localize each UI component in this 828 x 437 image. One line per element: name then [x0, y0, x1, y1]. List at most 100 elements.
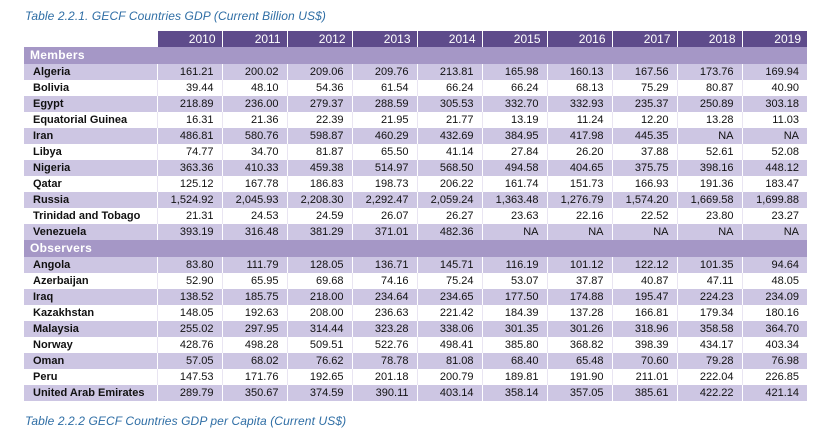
gdp-value-2019: 364.70 [741, 321, 807, 337]
table-row: Peru 147.53 171.76 192.65 201.18 200.79 189.81… [24, 369, 807, 385]
gdp-value-2013: 26.07 [351, 208, 417, 224]
country-name: Equatorial Guinea [24, 112, 157, 128]
gdp-value-2014: 41.14 [416, 144, 482, 160]
gdp-value-2015: 116.19 [481, 257, 547, 273]
table-row: Libya 74.77 34.70 81.87 65.50 41.14 27.84 26.20… [24, 144, 807, 160]
group-label: Observers [24, 240, 807, 257]
gdp-value-2014: 200.79 [416, 369, 482, 385]
gdp-value-2017: 375.75 [611, 160, 677, 176]
gdp-value-2017: NA [611, 224, 677, 240]
gdp-value-2016: 368.82 [546, 337, 612, 353]
gdp-value-2018: NA [676, 128, 742, 144]
gdp-value-2012: 598.87 [286, 128, 352, 144]
year-header-2014: 2014 [416, 31, 482, 47]
group-row-observers: Observers [24, 240, 807, 257]
country-name: Azerbaijan [24, 273, 157, 289]
gdp-value-2012: 2,208.30 [286, 192, 352, 208]
gdp-value-2010: 52.90 [156, 273, 222, 289]
table-row: Russia 1,524.92 2,045.93 2,208.30 2,292.47 2,… [24, 192, 807, 208]
gdp-value-2010: 83.80 [156, 257, 222, 273]
gdp-value-2019: 76.98 [741, 353, 807, 369]
gdp-value-2014: 234.65 [416, 289, 482, 305]
gdp-value-2018: 13.28 [676, 112, 742, 128]
gdp-value-2010: 486.81 [156, 128, 222, 144]
gdp-value-2017: 167.56 [611, 64, 677, 80]
gdp-value-2013: 371.01 [351, 224, 417, 240]
gdp-value-2016: 137.28 [546, 305, 612, 321]
gdp-value-2019: 40.90 [741, 80, 807, 96]
gdp-value-2016: 404.65 [546, 160, 612, 176]
gdp-value-2012: 192.65 [286, 369, 352, 385]
gdp-value-2019: NA [741, 128, 807, 144]
gdp-value-2015: 385.80 [481, 337, 547, 353]
gdp-value-2015: 189.81 [481, 369, 547, 385]
gdp-value-2016: 151.73 [546, 176, 612, 192]
country-name: Bolivia [24, 80, 157, 96]
gdp-value-2013: 234.64 [351, 289, 417, 305]
year-header-2013: 2013 [351, 31, 417, 47]
gdp-value-2016: NA [546, 224, 612, 240]
gdp-value-2018: NA [676, 224, 742, 240]
gdp-value-2011: 200.02 [221, 64, 287, 80]
gdp-value-2018: 47.11 [676, 273, 742, 289]
country-name: Algeria [24, 64, 157, 80]
gdp-value-2014: 145.71 [416, 257, 482, 273]
year-header-2019: 2019 [741, 31, 807, 47]
gdp-value-2017: 75.29 [611, 80, 677, 96]
gdp-value-2019: 448.12 [741, 160, 807, 176]
country-name: Nigeria [24, 160, 157, 176]
gdp-value-2014: 21.77 [416, 112, 482, 128]
gdp-value-2011: 297.95 [221, 321, 287, 337]
gdp-value-2014: 75.24 [416, 273, 482, 289]
gdp-value-2016: 417.98 [546, 128, 612, 144]
gdp-value-2012: 54.36 [286, 80, 352, 96]
gdp-value-2018: 422.22 [676, 385, 742, 401]
gdp-value-2013: 74.16 [351, 273, 417, 289]
gdp-value-2011: 68.02 [221, 353, 287, 369]
gdp-value-2014: 498.41 [416, 337, 482, 353]
gdp-value-2014: 206.22 [416, 176, 482, 192]
table-row: Angola 83.80 111.79 128.05 136.71 145.71 116.1… [24, 257, 807, 273]
gdp-value-2018: 222.04 [676, 369, 742, 385]
gdp-value-2019: 169.94 [741, 64, 807, 80]
gdp-value-2012: 128.05 [286, 257, 352, 273]
gdp-value-2019: 403.34 [741, 337, 807, 353]
gdp-value-2010: 161.21 [156, 64, 222, 80]
gdp-value-2016: 26.20 [546, 144, 612, 160]
table-row: Equatorial Guinea 16.31 21.36 22.39 21.95 21.… [24, 112, 807, 128]
gdp-value-2012: 208.00 [286, 305, 352, 321]
gdp-value-2019: 183.47 [741, 176, 807, 192]
gdp-value-2011: 185.75 [221, 289, 287, 305]
gdp-value-2017: 1,574.20 [611, 192, 677, 208]
gdp-value-2013: 209.76 [351, 64, 417, 80]
group-label: Members [24, 47, 807, 64]
gdp-value-2013: 288.59 [351, 96, 417, 112]
gdp-value-2018: 1,669.58 [676, 192, 742, 208]
year-header-2018: 2018 [676, 31, 742, 47]
gdp-value-2012: 381.29 [286, 224, 352, 240]
gdp-value-2014: 213.81 [416, 64, 482, 80]
gdp-value-2018: 23.80 [676, 208, 742, 224]
table-row: Iraq 138.52 185.75 218.00 234.64 234.65 177.50… [24, 289, 807, 305]
gdp-value-2015: 1,363.48 [481, 192, 547, 208]
gdp-value-2016: 65.48 [546, 353, 612, 369]
table-row: Algeria 161.21 200.02 209.06 209.76 213.81 165… [24, 64, 807, 80]
gdp-value-2018: 79.28 [676, 353, 742, 369]
gdp-value-2011: 48.10 [221, 80, 287, 96]
table-row: Trinidad and Tobago 21.31 24.53 24.59 26.07 2… [24, 208, 807, 224]
gdp-value-2015: 68.40 [481, 353, 547, 369]
gdp-value-2014: 221.42 [416, 305, 482, 321]
gdp-value-2015: 53.07 [481, 273, 547, 289]
gdp-value-2014: 2,059.24 [416, 192, 482, 208]
gdp-value-2011: 350.67 [221, 385, 287, 401]
gdp-value-2014: 66.24 [416, 80, 482, 96]
gdp-value-2011: 171.76 [221, 369, 287, 385]
year-header-2010: 2010 [156, 31, 222, 47]
gdp-value-2015: 161.74 [481, 176, 547, 192]
gdp-value-2017: 235.37 [611, 96, 677, 112]
country-name: Kazakhstan [24, 305, 157, 321]
gdp-value-2013: 460.29 [351, 128, 417, 144]
gdp-value-2011: 236.00 [221, 96, 287, 112]
gdp-value-2015: 332.70 [481, 96, 547, 112]
gdp-value-2017: 122.12 [611, 257, 677, 273]
